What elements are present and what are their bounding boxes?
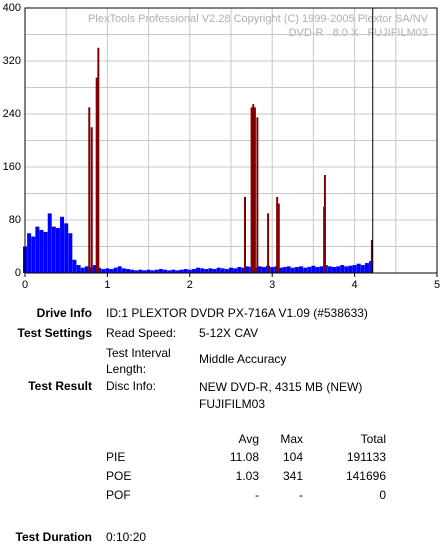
table-cell: - (255, 488, 259, 502)
y-tick-label: 400 (3, 2, 21, 14)
table-cell: - (299, 488, 303, 502)
x-tick-label: 2 (187, 279, 193, 291)
y-tick-label: 240 (3, 108, 21, 120)
x-tick-label: 0 (22, 279, 28, 291)
value: Middle Accuracy (199, 352, 287, 366)
label: Test Duration (15, 530, 92, 544)
table-cell: 0 (379, 488, 386, 502)
table-cell: Total (360, 432, 386, 446)
chart: DVD-R 8.0 X FUJIFILM03 PlexTools Profess… (3, 2, 440, 291)
x-tick-label: 3 (269, 279, 275, 291)
label: Test Result (28, 379, 92, 393)
key: Test Interval Length: (106, 346, 171, 376)
x-tick-label: 1 (104, 279, 110, 291)
table-cell: POF (106, 488, 131, 502)
table-cell: Max (280, 432, 303, 446)
table-cell: 141696 (345, 469, 386, 483)
table-cell: Avg (238, 432, 259, 446)
x-tick-label: 4 (352, 279, 358, 291)
watermark: DVD-R 8.0 X FUJIFILM03 (289, 27, 428, 39)
table-cell: 11.08 (229, 450, 259, 464)
x-tick-label: 5 (434, 279, 440, 291)
value: 0:10:20 (106, 530, 147, 544)
watermark: PlexTools Professional V2.28 Copyright (… (88, 13, 429, 25)
y-tick-label: 0 (15, 267, 21, 279)
y-tick-label: 80 (9, 214, 21, 226)
y-tick-label: 320 (3, 55, 21, 67)
table-cell: 1.03 (235, 469, 259, 483)
label: Test Settings (17, 326, 92, 340)
plot-frame (24, 7, 438, 274)
table-cell: 341 (282, 469, 303, 483)
y-tick-label: 160 (3, 161, 21, 173)
key: Read Speed: (106, 326, 177, 340)
table-cell: PIE (106, 450, 126, 464)
key: Disc Info: (106, 379, 157, 393)
label: Drive Info (36, 306, 92, 320)
value: 5-12X CAV (199, 326, 259, 340)
table-cell: 191133 (346, 450, 386, 464)
table-cell: POE (106, 469, 132, 483)
value: ID:1 PLEXTOR DVDR PX-716A V1.09 (#538633… (106, 306, 368, 320)
value: NEW DVD-R, 4315 MB (NEW) FUJIFILM03 (199, 380, 363, 411)
table-cell: 104 (282, 450, 303, 464)
